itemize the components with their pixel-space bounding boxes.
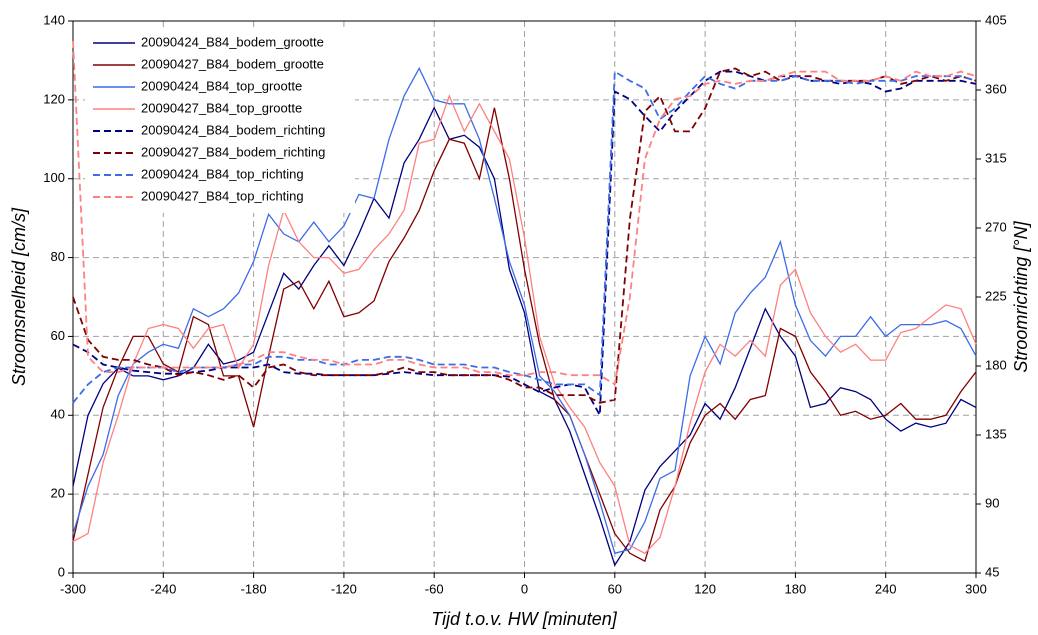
series-line xyxy=(72,106,977,567)
x-tick-label: 60 xyxy=(608,581,622,596)
x-tick-label: -300 xyxy=(60,581,86,596)
y-tick-label: 100 xyxy=(43,170,65,185)
series-line xyxy=(72,66,977,555)
y2-tick-label: 270 xyxy=(985,219,1007,234)
series-line xyxy=(72,107,977,563)
legend-label: 20090424_B84_top_grootte xyxy=(141,78,302,93)
y-tick-label: 20 xyxy=(51,486,65,501)
y2-tick-label: 225 xyxy=(985,288,1007,303)
y2-tick-label: 315 xyxy=(985,150,1007,165)
y2-tick-label: 360 xyxy=(985,81,1007,96)
x-tick-label: 0 xyxy=(521,581,528,596)
y2-tick-label: 90 xyxy=(985,495,999,510)
y-axis-label: Stroomsnelheid [cm/s] xyxy=(9,207,29,386)
y-tick-label: 80 xyxy=(51,249,65,264)
legend-label: 20090424_B84_bodem_richting xyxy=(141,122,325,137)
x-tick-label: 120 xyxy=(694,581,716,596)
x-tick-label: 180 xyxy=(785,581,807,596)
x-tick-label: -120 xyxy=(331,581,357,596)
legend-label: 20090427_B84_top_grootte xyxy=(141,100,302,115)
x-tick-label: -60 xyxy=(425,581,444,596)
y-tick-label: 40 xyxy=(51,407,65,422)
legend-label: 20090424_B84_top_richting xyxy=(141,166,304,181)
x-tick-label: -240 xyxy=(150,581,176,596)
y-tick-label: 0 xyxy=(58,564,65,579)
series-line xyxy=(72,70,977,404)
x-axis-label: Tijd t.o.v. HW [minuten] xyxy=(431,609,618,629)
legend: 20090424_B84_bodem_grootte 20090427_B84_b… xyxy=(85,29,355,213)
y2-tick-label: 45 xyxy=(985,564,999,579)
y2-tick-label: 135 xyxy=(985,426,1007,441)
legend-label: 20090424_B84_bodem_grootte xyxy=(141,34,324,49)
series-line xyxy=(72,40,977,386)
series-line xyxy=(72,67,977,404)
x-tick-label: 300 xyxy=(965,581,987,596)
legend-label: 20090427_B84_top_richting xyxy=(141,188,304,203)
y-tick-label: 60 xyxy=(51,328,65,343)
legend-label: 20090427_B84_bodem_grootte xyxy=(141,56,324,71)
y-tick-label: 140 xyxy=(43,12,65,27)
y-tick-label: 120 xyxy=(43,91,65,106)
legend-label: 20090427_B84_bodem_richting xyxy=(141,144,325,159)
y2-tick-label: 405 xyxy=(985,12,1007,27)
legend-box xyxy=(85,29,355,213)
y2-tick-label: 180 xyxy=(985,357,1007,372)
series-line xyxy=(72,94,977,555)
x-tick-label: -180 xyxy=(241,581,267,596)
y2-axis-label: Stroomrichting [°N] xyxy=(1011,220,1031,372)
x-tick-label: 240 xyxy=(875,581,897,596)
